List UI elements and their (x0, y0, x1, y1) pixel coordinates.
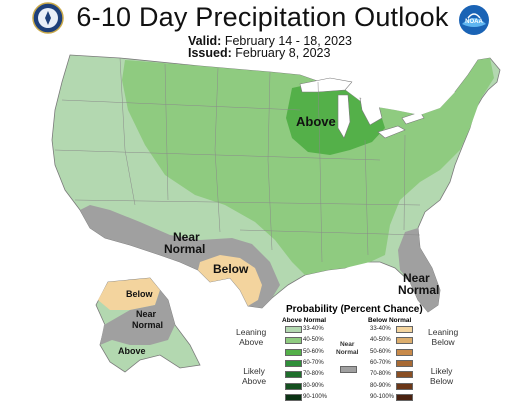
valid-value: February 14 - 18, 2023 (224, 34, 352, 48)
legend-above-label: 90-100% (303, 393, 328, 400)
legend-below-header: Below Normal (368, 317, 412, 324)
legend-above-label: 60-70% (303, 359, 324, 366)
legend-above-label: 40-50% (303, 336, 324, 343)
above-40-50-zone (122, 58, 494, 275)
label-near-alaska-1: Near (136, 309, 157, 319)
label-near-southwest-1: Near (173, 230, 200, 244)
legend-below-label: 50-60% (370, 348, 391, 355)
canada-region (352, 70, 455, 115)
legend-likely-above-1: Likely (243, 366, 265, 376)
issued-label: Issued: (188, 46, 232, 60)
legend-above-swatch (285, 394, 302, 401)
label-near-alaska-2: Normal (132, 320, 163, 330)
legend-near-normal-swatch (340, 366, 357, 373)
legend-leaning-below-2: Below (431, 337, 455, 347)
legend-likely-above-2: Above (242, 376, 267, 386)
legend-above-label: 80-90% (303, 382, 324, 389)
alaska-below-zone (98, 278, 160, 310)
legend-below-swatch (396, 337, 413, 344)
legend-above-label: 33-40% (303, 325, 324, 332)
legend-likely-below-1: Likely (430, 366, 453, 376)
legend-below-swatch (396, 360, 413, 367)
legend-above-label: 50-60% (303, 348, 324, 355)
legend-below-label: 90-100% (370, 393, 395, 400)
label-above-great-lakes: Above (296, 114, 336, 129)
issued-value: February 8, 2023 (235, 46, 331, 60)
label-below-alaska: Below (126, 289, 154, 299)
legend-likely-below-2: Below (430, 376, 454, 386)
noaa-logo-icon: NOAA (459, 5, 489, 35)
legend-below-swatch (396, 394, 413, 401)
legend-above-swatch (285, 337, 302, 344)
page-title: 6-10 Day Precipitation Outlook (76, 2, 449, 32)
state-borders (54, 57, 421, 263)
legend-leaning-below-1: Leaning (428, 327, 459, 337)
legend-below-swatch (396, 326, 413, 333)
legend-likely-above: Likely Above (242, 366, 266, 386)
legend-below-label: 80-90% (370, 382, 391, 389)
above-50-60-zone (286, 82, 385, 155)
legend-near-normal-label: Near Normal (336, 341, 358, 357)
label-above-alaska: Above (118, 346, 146, 356)
label-near-southeast-1: Near (403, 271, 430, 285)
legend-above-header: Above Normal (282, 317, 327, 324)
legend-leaning-above-1: Leaning (236, 327, 267, 337)
legend-above-swatch (285, 360, 302, 367)
legend-near-normal-label-2: Normal (336, 349, 359, 356)
valid-label: Valid: (188, 34, 222, 48)
issued-date: Issued: February 8, 2023 (188, 46, 330, 60)
legend-below-swatch (396, 371, 413, 378)
alaska-near-normal-zone (100, 290, 175, 345)
near-normal-southwest-zone (80, 205, 280, 308)
legend-title: Probability (Percent Chance) (286, 304, 423, 315)
label-near-southeast-2: Normal (398, 283, 439, 297)
legend-leaning-below: Leaning Below (428, 327, 458, 347)
legend-near-normal-label-1: Near (339, 341, 355, 348)
legend-above-label: 70-80% (303, 370, 324, 377)
near-normal-southeast-zone (398, 228, 440, 312)
label-near-southwest-2: Normal (164, 242, 205, 256)
legend-below-label: 33-40% (370, 325, 391, 332)
label-below-texas: Below (213, 262, 249, 276)
legend-below-label: 40-50% (370, 336, 391, 343)
legend-above-swatch (285, 326, 302, 333)
below-texas-zone (198, 255, 262, 306)
valid-dates: Valid: February 14 - 18, 2023 (188, 34, 352, 48)
legend-above-swatch (285, 349, 302, 356)
legend-below-swatch (396, 383, 413, 390)
legend-below-swatch (396, 349, 413, 356)
doc-seal-icon (32, 2, 64, 34)
legend-below-label: 70-80% (370, 370, 391, 377)
legend-leaning-above: Leaning Above (236, 327, 266, 347)
legend-above-swatch (285, 383, 302, 390)
noaa-logo-text: NOAA (465, 19, 483, 25)
legend-below-label: 60-70% (370, 359, 391, 366)
legend-above-swatch (285, 371, 302, 378)
legend-likely-below: Likely Below (430, 366, 453, 386)
legend-leaning-above-2: Above (239, 337, 264, 347)
